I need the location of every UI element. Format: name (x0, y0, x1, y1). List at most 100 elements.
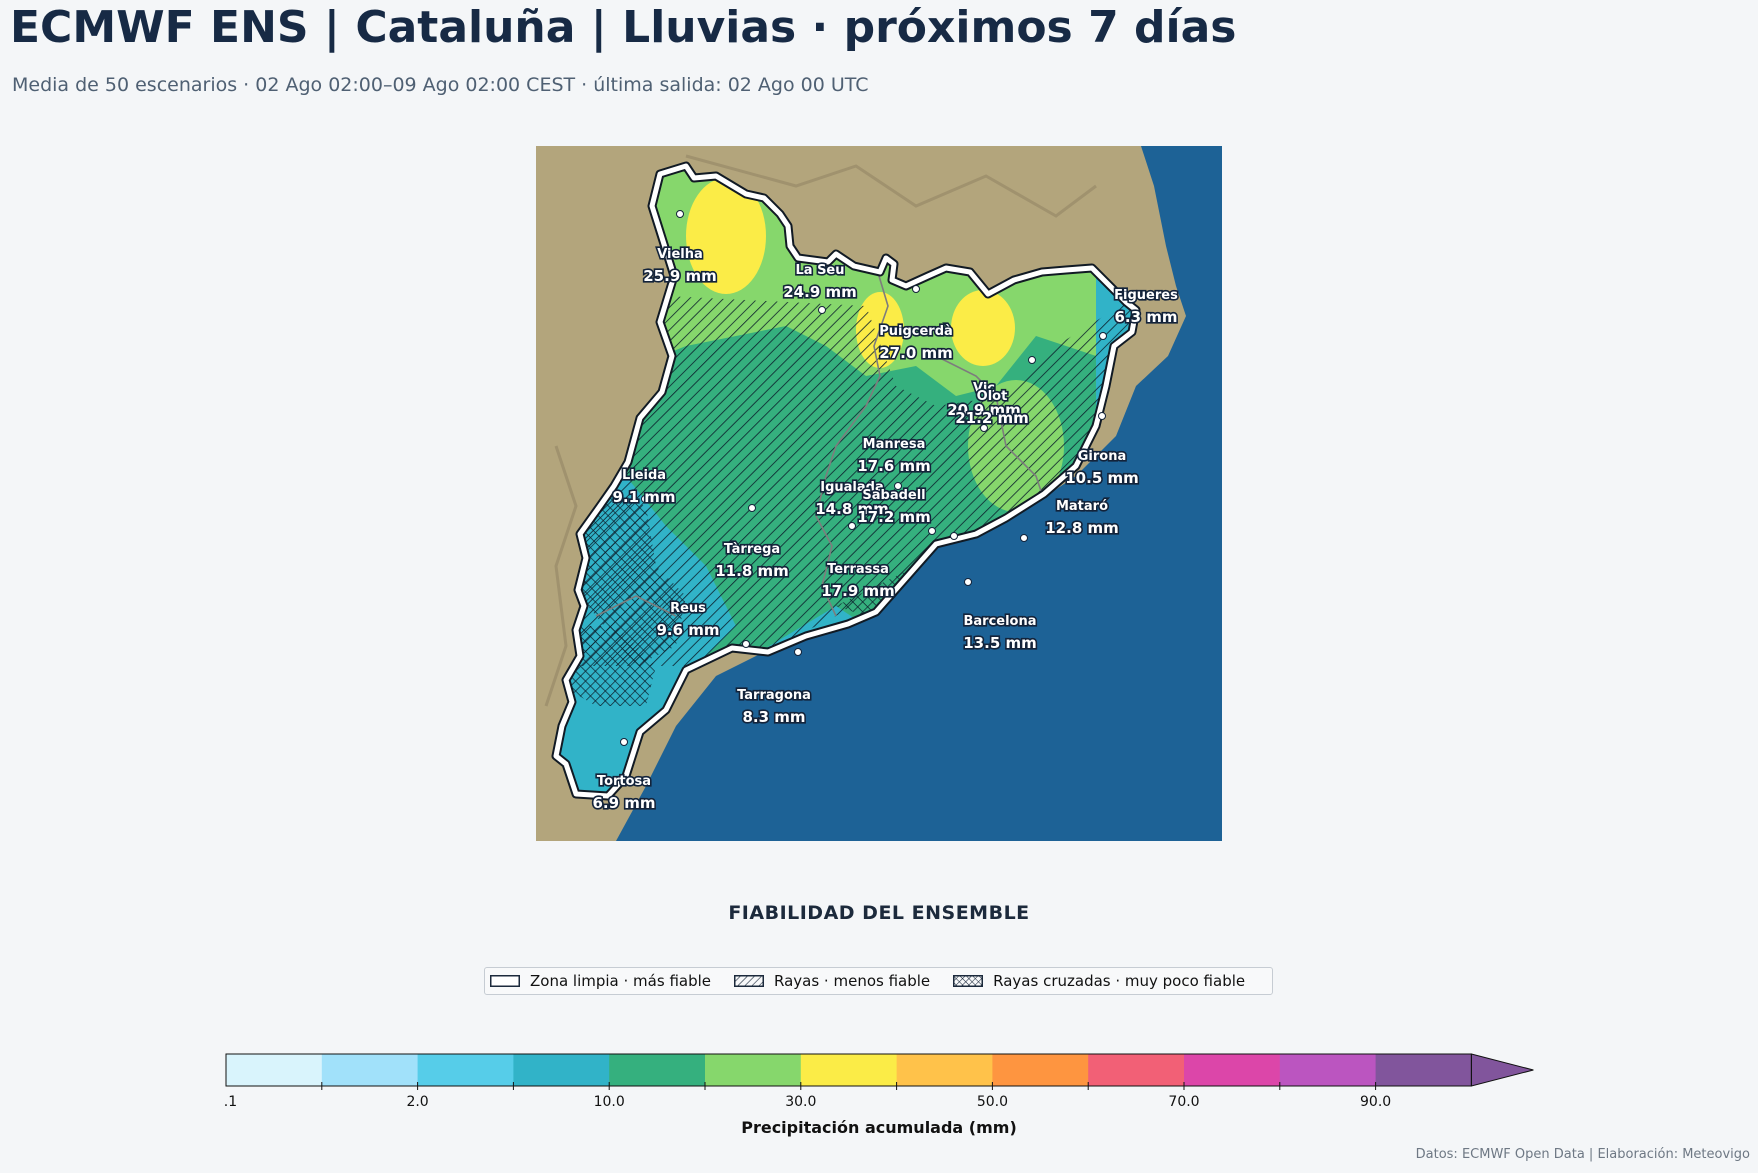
city-figueres: Figueres 6.3 mm (1113, 286, 1180, 327)
svg-text:17.9 mm: 17.9 mm (821, 582, 895, 600)
colorbar-segment (705, 1054, 802, 1086)
city-dot (794, 648, 802, 656)
svg-text:25.9 mm: 25.9 mm (643, 267, 717, 285)
svg-text:6.9 mm: 6.9 mm (592, 794, 655, 812)
svg-text:Manresa: Manresa (863, 437, 926, 452)
crosshatch-swatch-icon (953, 975, 984, 987)
reliability-title: FIABILIDAD DEL ENSEMBLE (728, 902, 1030, 924)
svg-text:Figueres: Figueres (1114, 288, 1178, 303)
colorbar-segment (513, 1054, 610, 1086)
colorbar-segment (417, 1054, 514, 1086)
city-dot (894, 482, 902, 490)
city-vic: Vic 20.9 mm (946, 379, 1023, 420)
city-mataro: Mataró 12.8 mm (1044, 497, 1121, 538)
svg-text:Mataró: Mataró (1056, 499, 1108, 514)
svg-text:10.5 mm: 10.5 mm (1065, 469, 1139, 487)
svg-text:Barcelona: Barcelona (963, 614, 1036, 629)
svg-text:Vielha: Vielha (657, 247, 703, 262)
svg-text:Terrassa: Terrassa (827, 562, 889, 577)
legend-label-crosshatched: Rayas cruzadas · muy poco fiable (993, 972, 1246, 990)
city-dot (1020, 534, 1028, 542)
city-igualada: Igualada 14.8 mm (814, 478, 891, 519)
clean-swatch-icon (490, 975, 520, 987)
city-la-seu: La Seu 24.9 mm (782, 261, 859, 302)
svg-text:13.5 mm: 13.5 mm (963, 634, 1037, 652)
svg-text:27.0 mm: 27.0 mm (879, 344, 953, 362)
legend-item-clean: Zona limpia · más fiable (490, 972, 711, 990)
svg-text:Igualada: Igualada (820, 480, 883, 495)
precipitation-map: Vielha 25.9 mm La Seu 24.9 mm Puigcerdà … (536, 146, 1222, 841)
map-canvas: Vielha 25.9 mm La Seu 24.9 mm Puigcerdà … (536, 146, 1222, 841)
colorbar-segment (226, 1054, 323, 1086)
colorbar-segment (992, 1054, 1089, 1086)
city-reus: Reus 9.6 mm (655, 599, 721, 640)
svg-text:Lleida: Lleida (622, 468, 666, 483)
city-dot (620, 738, 628, 746)
city-dot (928, 527, 936, 535)
svg-text:Sabadell: Sabadell (862, 488, 925, 503)
svg-text:24.9 mm: 24.9 mm (783, 283, 857, 301)
city-olot: Olot 21.2 mm (954, 387, 1031, 428)
svg-text:17.6 mm: 17.6 mm (857, 457, 931, 475)
colorbar-tick-label: 70.0 (1168, 1094, 1199, 1110)
svg-text:Vic: Vic (973, 381, 995, 396)
city-puigcerda: Puigcerdà 27.0 mm (878, 322, 955, 363)
colorbar-segment (896, 1054, 993, 1086)
svg-text:6.3 mm: 6.3 mm (1114, 308, 1177, 326)
city-dot (742, 640, 750, 648)
svg-text:17.2 mm: 17.2 mm (857, 508, 931, 526)
city-dot (818, 306, 826, 314)
colorbar-segment (1375, 1054, 1472, 1086)
city-girona: Girona 10.5 mm (1064, 447, 1141, 488)
city-tarrega: Tàrrega 11.8 mm (714, 540, 791, 581)
colorbar-segment (1279, 1054, 1377, 1086)
legend-item-hatched: Rayas · menos fiable (734, 972, 930, 990)
city-dot (848, 522, 856, 530)
svg-text:9.1 mm: 9.1 mm (612, 488, 675, 506)
colorbar-segment (609, 1054, 706, 1086)
svg-text:Tortosa: Tortosa (597, 774, 651, 789)
colorbar-tick-label: 2.0 (406, 1094, 428, 1110)
city-terrassa: Terrassa 17.9 mm (820, 560, 897, 601)
colorbar-tick-label: 50.0 (977, 1094, 1008, 1110)
data-credit: Datos: ECMWF Open Data | Elaboración: Me… (1415, 1147, 1750, 1162)
colorbar-segment (800, 1054, 898, 1086)
city-dot (1028, 356, 1036, 364)
reliability-legend: Zona limpia · más fiable Rayas · menos f… (484, 967, 1273, 995)
svg-text:21.2 mm: 21.2 mm (955, 409, 1029, 427)
legend-item-crosshatched: Rayas cruzadas · muy poco fiable (953, 972, 1245, 990)
hatch-swatch-icon (734, 975, 764, 987)
colorbar-segment (321, 1054, 419, 1086)
colorbar-segment (1088, 1054, 1185, 1086)
colorbar-segment (1184, 1054, 1281, 1086)
colorbar-extend-arrow (1470, 1053, 1534, 1087)
svg-text:Tarragona: Tarragona (737, 688, 811, 703)
city-dot (980, 424, 988, 432)
svg-text:20.9 mm: 20.9 mm (947, 401, 1021, 419)
city-dot (676, 210, 684, 218)
colorbar-tick-label: 0.1 (224, 1094, 237, 1110)
city-dot (964, 578, 972, 586)
legend-label-clean: Zona limpia · más fiable (530, 972, 711, 990)
svg-text:8.3 mm: 8.3 mm (742, 708, 805, 726)
svg-text:14.8 mm: 14.8 mm (815, 500, 889, 518)
city-dot (950, 532, 958, 540)
colorbar-outline (225, 1053, 1472, 1087)
city-barcelona: Barcelona 13.5 mm (962, 612, 1039, 653)
svg-text:Tàrrega: Tàrrega (724, 542, 780, 557)
colorbar-tick-label: 90.0 (1360, 1094, 1391, 1110)
svg-text:Reus: Reus (670, 601, 706, 616)
city-dot (1098, 412, 1106, 420)
colorbar-tick-label: 30.0 (785, 1094, 816, 1110)
city-dot (1099, 332, 1107, 340)
city-dot (912, 285, 920, 293)
svg-text:Puigcerdà: Puigcerdà (879, 324, 953, 339)
svg-text:Girona: Girona (1078, 449, 1127, 464)
svg-text:La Seu: La Seu (795, 263, 844, 278)
precipitation-colorbar: 0.1 2.0 10.0 30.0 50.0 70.0 90.0 (224, 1053, 1534, 1110)
page-subtitle: Media de 50 escenarios · 02 Ago 02:00–09… (12, 74, 869, 96)
city-dot (748, 504, 756, 512)
city-vielha: Vielha 25.9 mm (642, 245, 719, 286)
colorbar-tick-label: 10.0 (594, 1094, 625, 1110)
legend-label-hatched: Rayas · menos fiable (774, 972, 931, 990)
